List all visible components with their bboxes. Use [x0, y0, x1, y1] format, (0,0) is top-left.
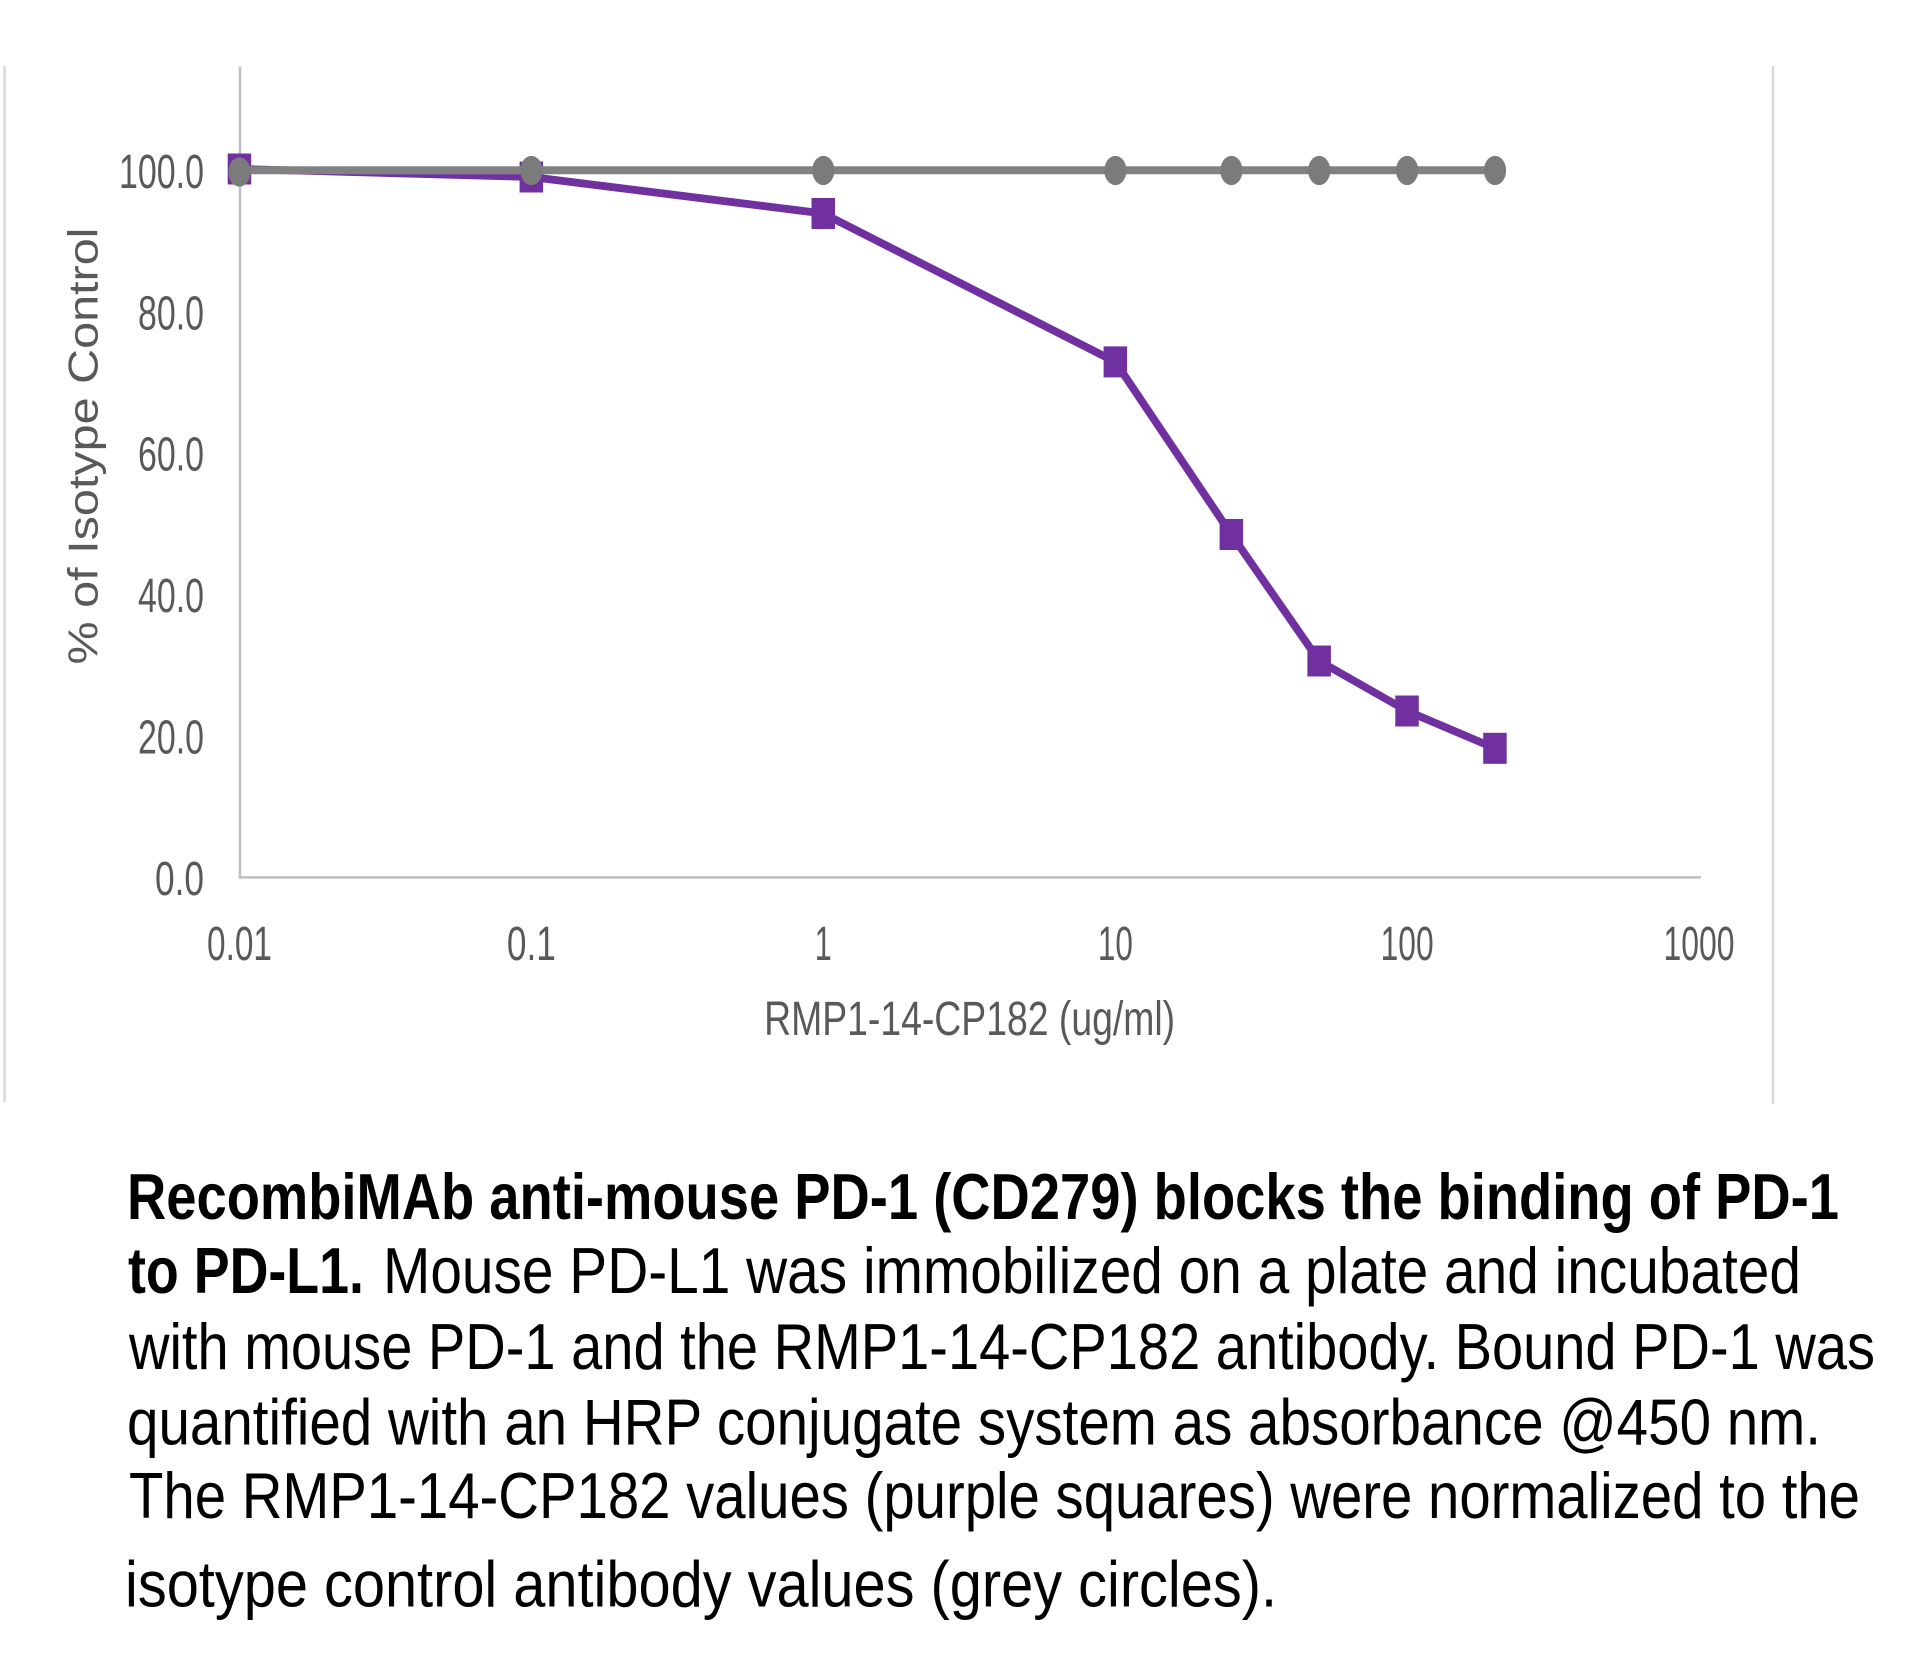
svg-text:40.0: 40.0 [138, 570, 204, 624]
svg-text:80.0: 80.0 [138, 287, 204, 341]
svg-text:RMP1-14-CP182 (ug/ml): RMP1-14-CP182 (ug/ml) [764, 992, 1175, 1046]
svg-text:0.01: 0.01 [207, 917, 272, 971]
svg-text:isotype control antibody value: isotype control antibody values (grey ci… [125, 1549, 1277, 1621]
svg-text:100: 100 [1381, 917, 1434, 971]
svg-text:0.1: 0.1 [507, 917, 556, 971]
svg-text:1000: 1000 [1664, 917, 1735, 971]
svg-text:with mouse PD-1 and the RMP1-1: with mouse PD-1 and the RMP1-14-CP182 an… [128, 1312, 1875, 1384]
svg-text:RecombiMAb anti-mouse PD-1 (CD: RecombiMAb anti-mouse PD-1 (CD279) block… [127, 1162, 1839, 1234]
svg-text:The RMP1-14-CP182 values (purp: The RMP1-14-CP182 values (purple squares… [129, 1461, 1860, 1533]
svg-text:60.0: 60.0 [138, 428, 204, 482]
svg-text:20.0: 20.0 [138, 711, 204, 765]
svg-text:10: 10 [1098, 917, 1133, 971]
svg-text:Mouse PD-L1 was immobilized on: Mouse PD-L1 was immobilized on a plate a… [383, 1236, 1801, 1308]
svg-text:1: 1 [815, 917, 832, 971]
svg-text:quantified with an HRP conjuga: quantified with an HRP conjugate system … [127, 1387, 1821, 1459]
svg-text:% of Isotype Control: % of Isotype Control [60, 228, 107, 665]
svg-text:0.0: 0.0 [155, 853, 204, 907]
svg-text:100.0: 100.0 [119, 145, 204, 199]
svg-text:to PD-L1.: to PD-L1. [128, 1236, 364, 1308]
